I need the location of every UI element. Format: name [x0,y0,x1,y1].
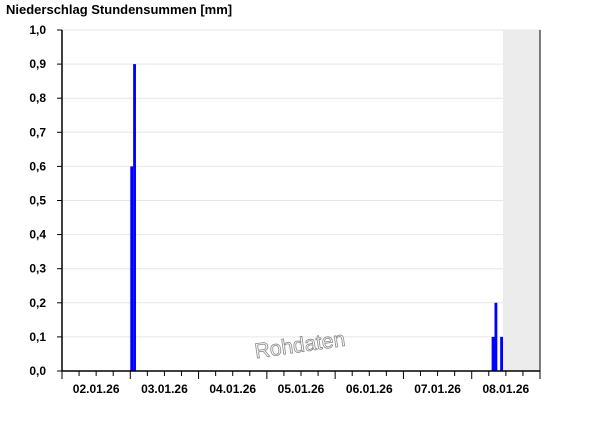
watermark: Rohdaten [253,328,346,363]
x-tick-label: 02.01.26 [73,382,120,396]
bar [133,64,136,371]
x-tick-label: 06.01.26 [346,382,393,396]
y-tick-label: 0,3 [29,262,46,276]
x-tick-label: 07.01.26 [414,382,461,396]
y-tick-label: 0,7 [29,125,46,139]
x-tick-label: 04.01.26 [209,382,256,396]
bar [130,166,134,371]
y-tick-label: 0,4 [29,228,46,242]
y-tick-label: 1,0 [29,23,46,37]
chart-title: Niederschlag Stundensummen [mm] [6,2,232,17]
no-data-shade [503,30,540,371]
bar [494,302,498,371]
y-tick-label: 0,0 [29,364,46,378]
y-tick-label: 0,9 [29,57,46,71]
x-tick-label: 08.01.26 [482,382,529,396]
y-tick-label: 0,8 [29,91,46,105]
bar [491,336,495,371]
y-tick-label: 0,6 [29,159,46,173]
x-tick-label: 05.01.26 [278,382,325,396]
y-tick-label: 0,5 [29,194,46,208]
y-tick-label: 0,2 [29,296,46,310]
x-tick-label: 03.01.26 [141,382,188,396]
y-tick-label: 0,1 [29,330,46,344]
bar [500,336,504,371]
